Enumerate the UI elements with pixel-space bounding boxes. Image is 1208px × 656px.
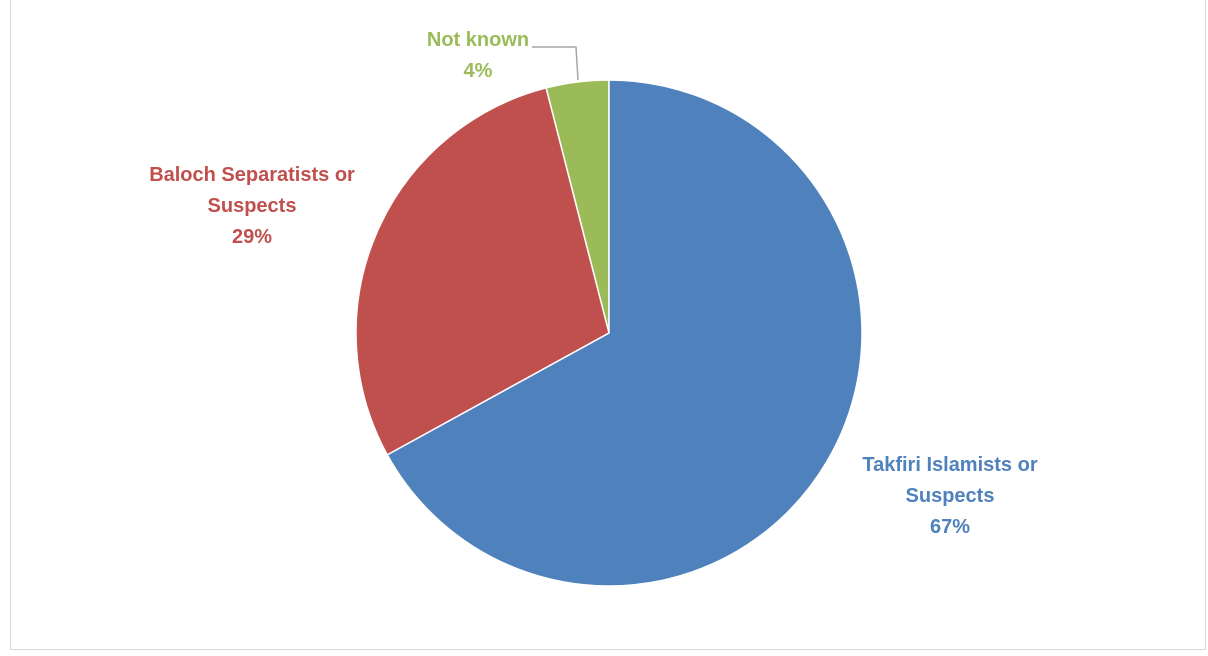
data-label: Baloch Separatists or Suspects 29%	[132, 160, 372, 253]
category-label: Baloch Separatists or Suspects	[149, 164, 355, 217]
category-label: Not known	[426, 29, 530, 51]
leader-line	[532, 46, 579, 81]
data-label: Not known 4%	[408, 25, 548, 87]
data-label: Takfiri Islamists or Suspects 67%	[820, 450, 1080, 543]
percent-label: 4%	[463, 60, 493, 82]
chart-frame	[10, 0, 1206, 650]
pie-slice	[355, 87, 610, 456]
percent-label: 67%	[929, 516, 971, 538]
category-label: Takfiri Islamists or Suspects	[862, 454, 1038, 507]
pie-slice	[386, 79, 863, 587]
percent-label: 29%	[231, 226, 273, 248]
